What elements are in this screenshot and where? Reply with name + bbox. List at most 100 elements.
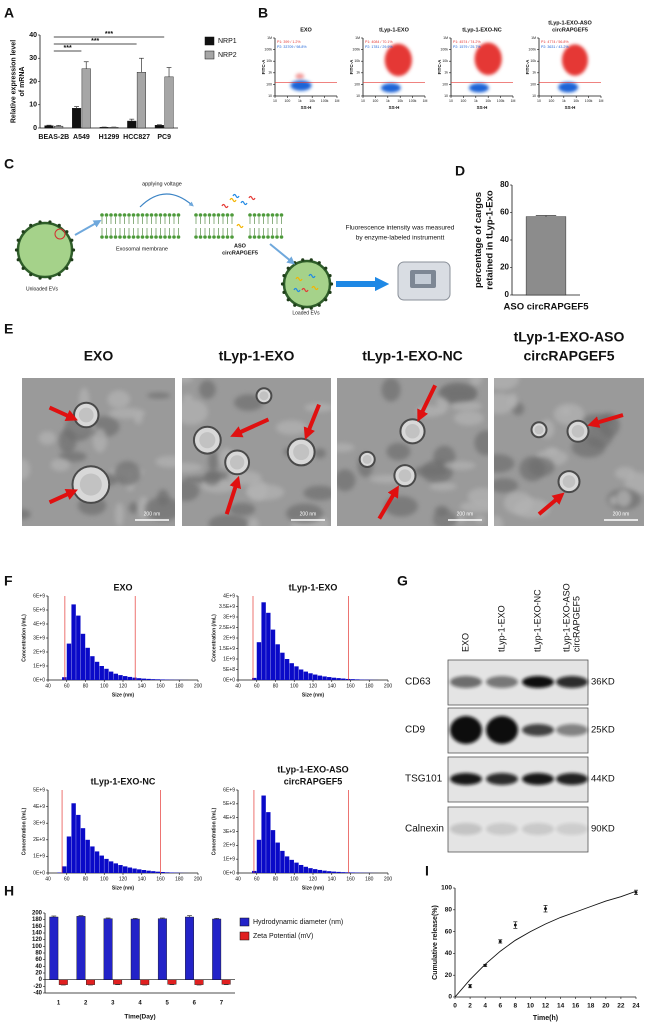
y-tick-label: 2.5E+9: [219, 625, 235, 631]
lipid-head: [113, 235, 118, 239]
micrograph: [494, 378, 644, 526]
histogram-bar: [275, 842, 280, 873]
histogram-bar: [322, 870, 327, 873]
x-axis-label: Size (nm): [112, 885, 135, 891]
diagram-label: Exosomal membrane: [116, 246, 168, 252]
stain: [469, 378, 483, 386]
lipid-head: [122, 235, 127, 239]
lipid-head: [145, 213, 149, 217]
y-tick-label: 20: [445, 972, 453, 979]
vesicle-protein: [317, 303, 321, 307]
vesicle-protein: [329, 282, 334, 286]
panel-label: B: [258, 5, 268, 21]
y-axis-label: FITC-A: [525, 59, 530, 74]
vesicle-protein: [65, 230, 69, 234]
lane-label: tLyp-1-EXO-ASO: [561, 583, 571, 652]
vesicle-protein: [324, 298, 328, 302]
stain: [109, 407, 146, 419]
y-axis-label: Concentration (/mL): [211, 807, 217, 855]
histogram-bar: [127, 676, 133, 680]
cargo: [221, 203, 229, 209]
y-tick-label: 1M: [443, 36, 448, 40]
blot-band: [522, 773, 554, 785]
vesicle-protein: [21, 266, 25, 270]
lipid-head: [163, 213, 167, 217]
bar: [127, 120, 137, 129]
y-tick-label: 20: [29, 78, 37, 85]
x-axis-label: SS-H: [301, 105, 312, 110]
lipid-head: [279, 235, 284, 239]
y-tick-label: 6E+9: [223, 787, 235, 793]
data-point: [468, 984, 472, 988]
x-tick-label: 160: [156, 876, 165, 882]
stain: [474, 430, 488, 456]
stain: [248, 517, 259, 526]
x-tick-label: 1k: [474, 99, 478, 103]
y-axis-label: Concentration (/mL): [21, 614, 27, 662]
y-tick-label: 4E+9: [33, 804, 45, 810]
cargo: [308, 273, 316, 279]
bar: [72, 108, 82, 129]
lipid-head: [270, 235, 275, 239]
stain: [208, 514, 249, 526]
vesicle-protein: [286, 266, 290, 270]
stain: [313, 448, 326, 459]
stain: [443, 461, 476, 470]
histogram-bar: [327, 677, 332, 680]
y-tick-label: 0: [505, 290, 510, 299]
y-tick-label: 20: [35, 971, 42, 977]
x-axis-label: SS-H: [389, 105, 400, 110]
y-tick-label: 3.5E+9: [219, 604, 235, 610]
y-tick-label: 1.5E+9: [219, 646, 235, 652]
event-cloud: [558, 82, 579, 93]
scale-bar-label: 200 nm: [300, 511, 317, 517]
micrograph: [337, 378, 488, 526]
y-tick-label: 40: [445, 950, 453, 957]
y-tick-label: 2E+9: [33, 649, 45, 655]
panel-label: F: [4, 573, 13, 589]
lipid-head: [257, 235, 261, 239]
gate-label: P1: 4084 / 70.1%: [365, 40, 393, 44]
x-tick-label: 80: [273, 876, 279, 882]
histogram-bar: [137, 869, 142, 873]
y-tick-label: 10: [356, 94, 360, 98]
x-tick-label: ASO circRAPGEF5: [504, 302, 590, 313]
x-tick-label: 200: [194, 876, 203, 882]
y-tick-label: 10k: [530, 59, 536, 63]
histogram-bar: [90, 846, 95, 873]
vesicle-protein: [282, 274, 286, 278]
x-tick-label: 1k: [386, 99, 390, 103]
lipid-head: [252, 213, 257, 217]
bar: [185, 916, 194, 980]
y-axis-label: Concentration (/mL): [211, 614, 217, 662]
legend-swatch: [204, 36, 215, 46]
panel-label: I: [425, 863, 429, 879]
lipid-head: [109, 213, 113, 217]
x-tick-label: 22: [617, 1003, 625, 1010]
vesicle-protein: [293, 303, 297, 307]
bar: [113, 979, 123, 985]
x-tick-label: 80: [83, 876, 89, 882]
histogram-bar: [71, 604, 76, 680]
vesicle-protein: [57, 223, 61, 227]
histogram-bar: [146, 678, 151, 680]
lipid-head: [248, 213, 252, 217]
exosome-core: [259, 391, 269, 401]
legend-swatch: [204, 50, 215, 60]
stain: [616, 489, 632, 508]
chart-title: EXO: [300, 27, 312, 33]
stain: [494, 454, 515, 473]
y-tick-label: 0: [33, 125, 37, 132]
lipid-head: [136, 213, 140, 217]
histogram-bar: [151, 679, 156, 680]
stain: [114, 461, 141, 486]
error-bar: [74, 106, 79, 109]
stain: [155, 456, 175, 468]
significance-label: ***: [91, 38, 99, 45]
histogram-bar: [298, 864, 304, 873]
y-tick-label: 80: [445, 907, 453, 914]
vesicle: [282, 259, 332, 309]
y-axis-label: Cumulative release(%): [432, 905, 439, 980]
highlight: [54, 228, 66, 240]
histogram-bar: [317, 869, 323, 873]
